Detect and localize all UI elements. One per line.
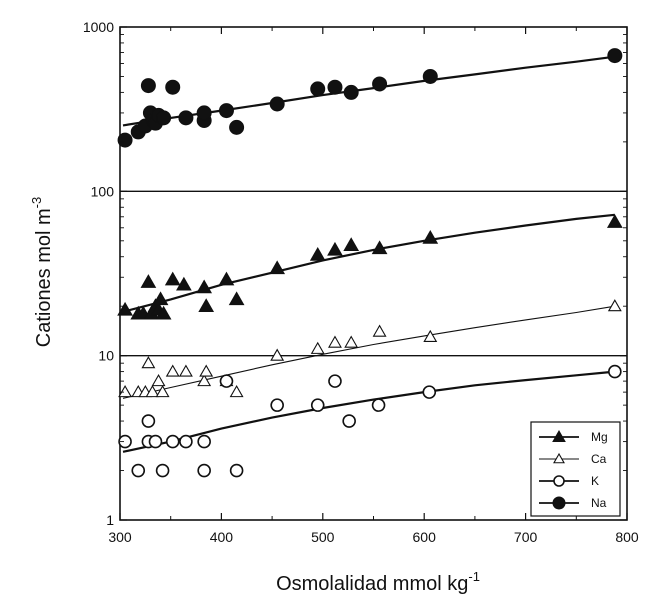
point-mg — [327, 241, 343, 256]
x-tick-label: 700 — [514, 529, 538, 545]
point-k — [118, 434, 132, 449]
point-ca — [178, 364, 193, 377]
point-mg — [309, 246, 326, 261]
legend-label-ca: Ca — [591, 452, 607, 466]
x-tick-label: 800 — [615, 529, 639, 545]
y-tick-label: 10 — [98, 348, 114, 364]
point-k — [328, 374, 342, 388]
y-axis-title-text: Cationes mol m — [33, 208, 55, 347]
legend-label-na: Na — [591, 496, 607, 510]
point-k — [422, 385, 437, 399]
x-tick-label: 400 — [210, 529, 234, 545]
point-k — [141, 414, 156, 428]
point-mg — [218, 271, 235, 286]
point-k — [310, 398, 325, 412]
axis-ticks: 300 400 500 600 700 800 1 10 100 1000 — [83, 19, 639, 545]
y-tick-label: 100 — [91, 183, 115, 199]
point-na — [140, 78, 156, 94]
point-k — [219, 374, 234, 388]
point-na — [196, 105, 212, 121]
x-tick-label: 500 — [311, 529, 335, 545]
point-mg — [196, 279, 213, 294]
point-ca — [423, 329, 438, 342]
x-tick-label: 300 — [108, 529, 132, 545]
point-na — [372, 76, 388, 92]
point-mg — [140, 274, 157, 288]
point-mg — [371, 240, 388, 255]
point-k — [371, 398, 386, 412]
point-ca — [145, 385, 160, 398]
point-ca — [607, 299, 622, 312]
point-mg — [606, 214, 623, 228]
legend-marker-na — [552, 496, 566, 510]
x-axis-title-superscript: -1 — [468, 569, 480, 584]
point-mg — [176, 276, 192, 291]
legend-marker-ca — [553, 452, 565, 464]
point-ca — [270, 348, 285, 361]
point-na — [229, 119, 245, 135]
point-mg — [343, 237, 360, 251]
point-k — [342, 414, 356, 428]
point-na — [165, 79, 181, 95]
data-points — [117, 48, 623, 478]
legend-label-k: K — [591, 474, 599, 488]
point-k — [270, 398, 284, 412]
point-ca — [165, 364, 180, 377]
point-mg — [152, 291, 169, 306]
point-ca — [344, 335, 359, 348]
fit-line-k — [122, 370, 615, 453]
point-ca — [155, 385, 170, 398]
point-na — [343, 84, 359, 100]
point-na — [156, 110, 172, 126]
point-mg — [228, 291, 245, 306]
x-axis-title-text: Osmolalidad mmol kg — [276, 573, 468, 595]
legend-marker-k — [553, 475, 565, 487]
point-na — [218, 103, 234, 119]
point-mg — [198, 298, 215, 312]
point-ca — [118, 385, 133, 398]
legend-label-mg: Mg — [591, 430, 608, 444]
point-ca — [199, 364, 214, 377]
point-mg — [155, 305, 172, 320]
point-ca — [151, 374, 166, 387]
y-tick-label: 1000 — [83, 19, 114, 35]
point-k — [197, 463, 211, 478]
point-na — [117, 132, 133, 148]
point-na — [178, 110, 194, 126]
point-ca — [141, 356, 156, 369]
y-axis-title-superscript: -3 — [29, 197, 44, 209]
y-tick-label: 1 — [106, 512, 114, 528]
point-ca — [372, 324, 387, 337]
point-mg — [422, 229, 439, 244]
point-na — [310, 81, 326, 97]
legend: Mg Ca K Na — [530, 421, 621, 517]
point-na — [422, 68, 438, 84]
point-k — [197, 434, 211, 449]
legend-marker-mg — [552, 429, 566, 442]
point-k — [148, 434, 163, 449]
point-k — [131, 463, 146, 478]
point-mg — [117, 301, 133, 316]
point-ca — [310, 341, 325, 354]
point-mg — [164, 271, 181, 286]
point-ca — [229, 385, 244, 398]
point-ca — [328, 335, 342, 348]
point-ca — [197, 374, 212, 387]
x-axis-title: Osmolalidad mmol kg-1 — [276, 569, 480, 595]
point-mg — [269, 260, 286, 275]
point-k — [229, 463, 244, 478]
point-k — [179, 434, 193, 449]
point-na — [269, 96, 285, 112]
point-na — [327, 79, 343, 95]
y-axis-title: Cationes mol m-3 — [29, 197, 55, 348]
x-tick-label: 600 — [413, 529, 437, 545]
point-k — [165, 434, 180, 449]
point-na — [607, 48, 623, 64]
point-k — [608, 364, 622, 379]
point-k — [155, 463, 170, 478]
